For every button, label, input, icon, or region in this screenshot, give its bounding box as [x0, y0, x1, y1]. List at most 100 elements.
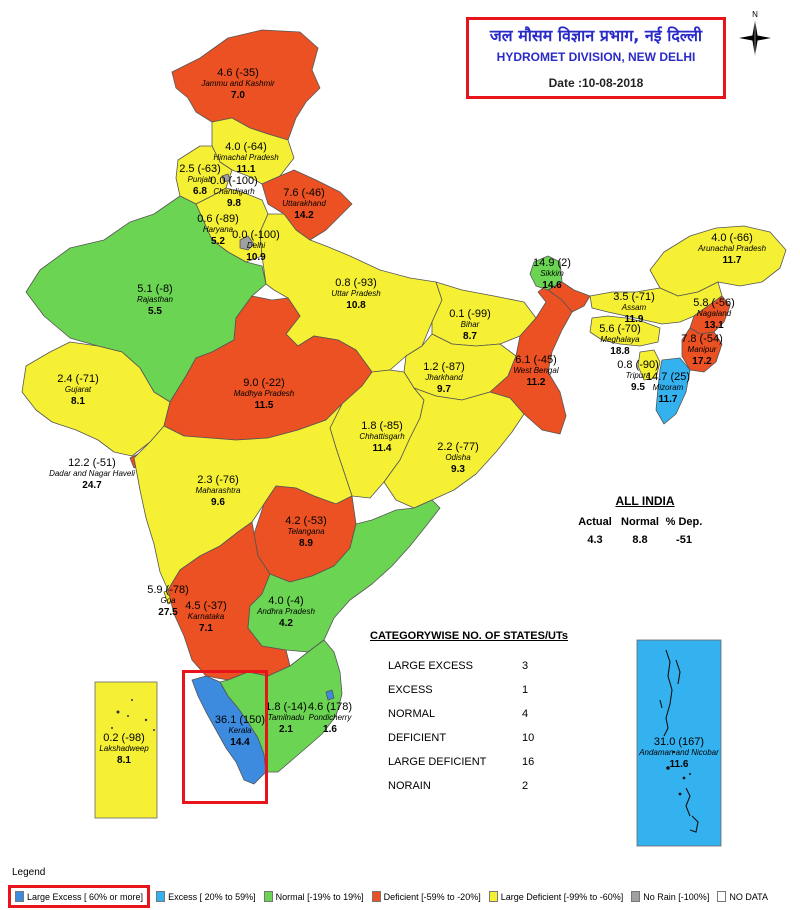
category-label: NORMAL — [388, 708, 436, 720]
state-an-normal: 11.6 — [670, 759, 689, 770]
state-hp-name: Himachal Pradesh — [213, 153, 279, 162]
state-ch-normal: 9.8 — [227, 198, 241, 209]
island-outline — [659, 699, 663, 709]
legend-swatch — [717, 891, 727, 902]
island-dot — [131, 699, 133, 701]
region-andhra[interactable] — [247, 499, 441, 653]
category-count: 1 — [522, 684, 529, 696]
state-uk-normal: 14.2 — [294, 210, 314, 221]
state-ml-value: 5.6 (-70) — [599, 323, 641, 335]
island-dot — [682, 776, 686, 780]
state-rj-value: 5.1 (-8) — [137, 283, 172, 295]
region-lakshadweep[interactable] — [94, 681, 158, 819]
state-tg-normal: 8.9 — [299, 538, 313, 549]
state-kl-normal: 14.4 — [230, 737, 250, 748]
state-mp-value: 9.0 (-22) — [243, 377, 285, 389]
state-ar-value: 4.0 (-66) — [711, 232, 753, 244]
state-ga-name: Goa — [160, 596, 176, 605]
state-nl-value: 5.8 (-56) — [693, 297, 735, 309]
category-label: LARGE EXCESS — [388, 660, 473, 672]
category-label: EXCESS — [388, 684, 433, 696]
state-wb-name: West Bengal — [513, 366, 558, 375]
state-hp-normal: 11.1 — [237, 164, 256, 175]
state-rj-normal: 5.5 — [148, 306, 162, 317]
legend-label: Large Deficient [-99% to -60%] — [500, 891, 624, 902]
state-gj-normal: 8.1 — [71, 396, 85, 407]
state-ml-name: Meghalaya — [600, 335, 640, 344]
island-dot — [116, 710, 120, 714]
region-jammu-kashmir[interactable] — [171, 29, 321, 141]
island-dot — [153, 729, 155, 731]
legend-item-no-data: NO DATA — [717, 891, 768, 902]
state-an-value: 31.0 (167) — [654, 736, 704, 748]
all-india-normal-label: Normal — [621, 516, 659, 528]
state-ka-normal: 7.1 — [199, 623, 213, 634]
legend-swatch — [488, 891, 498, 902]
island-dot — [666, 766, 670, 770]
island-dot — [672, 750, 676, 754]
region-manipur[interactable] — [681, 327, 723, 373]
all-india-actual: 4.3 — [587, 534, 603, 546]
state-ga-normal: 27.5 — [158, 607, 178, 618]
state-nl-name: Nagaland — [697, 309, 732, 318]
state-dl-normal: 10.9 — [246, 252, 266, 263]
island-dot — [127, 715, 129, 717]
state-hr-normal: 5.2 — [211, 236, 225, 247]
state-ka-name: Karnataka — [188, 612, 225, 621]
state-ka-value: 4.5 (-37) — [185, 600, 227, 612]
region-delhi[interactable] — [239, 235, 255, 251]
state-pb-normal: 6.8 — [193, 186, 207, 197]
kerala-highlight-box — [182, 670, 268, 804]
region-meghalaya[interactable] — [589, 315, 661, 347]
state-od-normal: 9.3 — [451, 464, 465, 475]
island-dot — [111, 727, 113, 729]
region-tamilnadu[interactable] — [219, 639, 343, 773]
state-dl-value: 0.0 (-100) — [232, 229, 280, 241]
category-row: DEFICIENT 10 — [370, 728, 670, 752]
region-andaman-nicobar[interactable] — [636, 639, 722, 847]
state-sk-value: 14.9 (2) — [533, 257, 571, 269]
state-kl-value: 36.1 (150) — [215, 714, 265, 726]
legend-label: Excess [ 20% to 59%] — [168, 891, 256, 902]
region-pondicherry[interactable] — [325, 689, 335, 701]
legend-item-deficient: Deficient [-59% to -20%] — [371, 891, 481, 902]
category-row: NORAIN 2 — [370, 776, 670, 800]
legend-swatch — [371, 891, 381, 902]
state-jh-normal: 9.7 — [437, 384, 451, 395]
state-tr-normal: 9.5 — [631, 382, 645, 393]
region-bengal-north[interactable] — [547, 281, 591, 313]
region-mizoram[interactable] — [655, 357, 691, 425]
state-jh-value: 1.2 (-87) — [423, 361, 465, 373]
state-mn-value: 7.8 (-54) — [681, 333, 723, 345]
legend-swatch — [156, 891, 166, 902]
region-odisha[interactable] — [383, 387, 525, 509]
island-outline — [685, 787, 691, 817]
region-chandigarh[interactable] — [221, 173, 231, 183]
category-count: 3 — [522, 660, 529, 672]
region-tripura[interactable] — [637, 349, 661, 381]
map-date: Date :10-08-2018 — [548, 76, 644, 90]
island-outline — [663, 649, 673, 737]
state-ld-normal: 8.1 — [117, 755, 131, 766]
state-py-value: 4.6 (178) — [308, 701, 352, 713]
state-jk-normal: 7.0 — [231, 90, 245, 101]
state-od-value: 2.2 (-77) — [437, 441, 479, 453]
all-india-normal: 8.8 — [632, 534, 648, 546]
state-up-name: Uttar Pradesh — [331, 289, 381, 298]
island-dot — [678, 792, 682, 796]
category-heading: CATEGORYWISE NO. OF STATES/UTs — [370, 630, 569, 642]
state-mz-value: 14.7 (25) — [646, 371, 690, 383]
state-jh-name: Jharkhand — [424, 373, 463, 382]
state-br-value: 0.1 (-99) — [449, 308, 491, 320]
state-as-value: 3.5 (-71) — [613, 291, 655, 303]
title-box: जल मौसम विज्ञान प्रभाग, नई दिल्ली HYDROM… — [466, 17, 726, 99]
category-row: NORMAL 4 — [370, 704, 670, 728]
state-sk-normal: 14.6 — [542, 280, 562, 291]
state-as-normal: 11.9 — [625, 314, 644, 325]
state-dn-value: 12.2 (-51) — [68, 457, 116, 469]
state-ga-value: 5.9 (-78) — [147, 584, 189, 596]
title-english: HYDROMET DIVISION, NEW DELHI — [496, 50, 696, 64]
all-india-actual-label: Actual — [578, 516, 612, 528]
all-india-heading: ALL INDIA — [615, 494, 675, 508]
island-outline — [675, 659, 681, 685]
